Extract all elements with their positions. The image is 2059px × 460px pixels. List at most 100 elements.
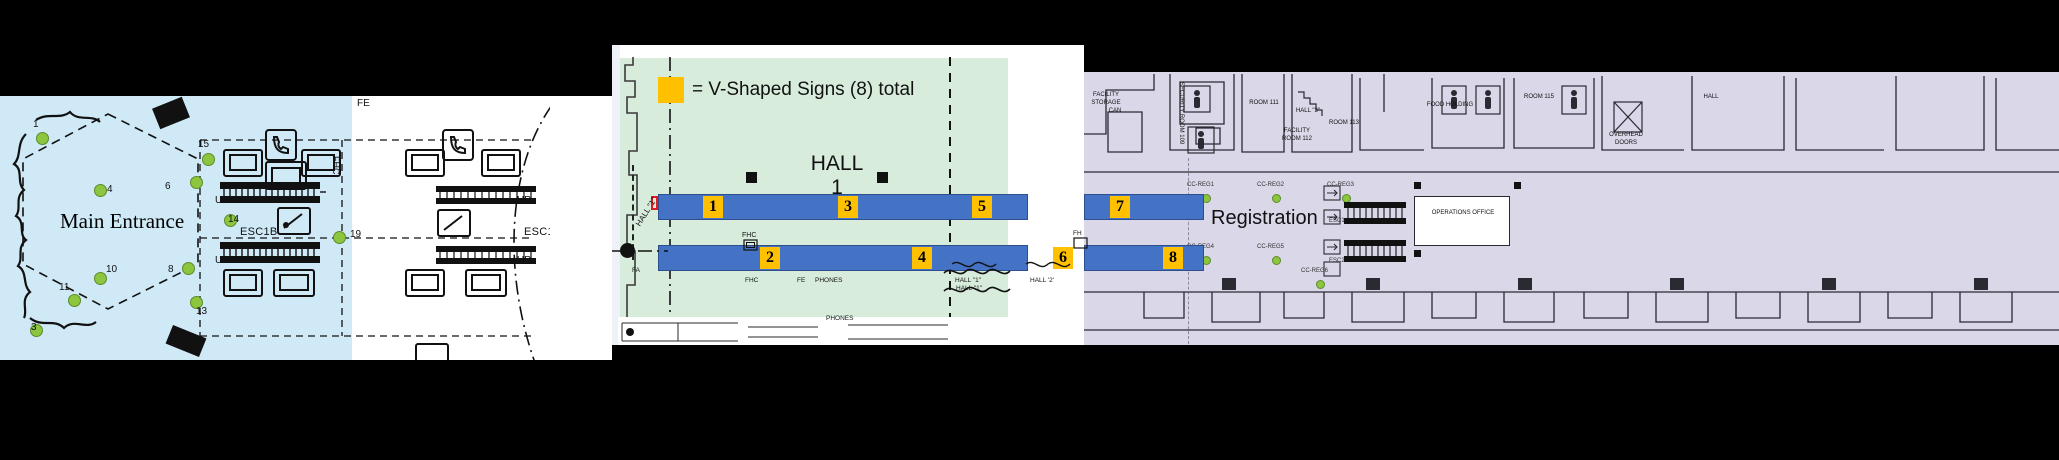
- hall1-bottom-annotation: HALL "1": [955, 277, 982, 284]
- phones-annotation-1: PHONES: [815, 277, 843, 284]
- fhc-label: FHC: [331, 156, 341, 175]
- fh-box-icon: [1073, 237, 1088, 249]
- camera-dot-cc-reg6[interactable]: [1316, 280, 1325, 289]
- marker-label-6: 6: [165, 181, 171, 192]
- camera-label-cc-reg1: CC-REG1: [1187, 182, 1215, 188]
- escalator-icon-right-2: [1344, 240, 1406, 262]
- furniture-icon-8: [405, 269, 445, 297]
- marker-label-4: 4: [107, 184, 113, 195]
- sign-marker-7[interactable]: 7: [1110, 196, 1130, 218]
- registration-title: Registration: [1211, 207, 1318, 229]
- marker-label-19: 19: [350, 229, 362, 240]
- fe-annotation: FE: [797, 277, 806, 284]
- right-registration-floorplan: SECURITY ROOM 109 ROOM 111 ROOM 113 FOOD…: [1084, 72, 2059, 345]
- furniture-icon-4: [223, 269, 263, 297]
- room-label-food-holding: FOOD HOLDING: [1426, 102, 1474, 108]
- left-entrance-floorplan: Main Entrance 1 15 4 6 19 14 10 8 11 13 …: [0, 96, 550, 360]
- sign-marker-1[interactable]: 1: [703, 196, 723, 218]
- room-label-operations-office: OPERATIONS OFFICE: [1431, 210, 1495, 216]
- marker-dot-14[interactable]: [224, 214, 237, 227]
- operations-office-box: [1414, 196, 1510, 246]
- phones-bottom-annotation: PHONES: [826, 315, 854, 322]
- marker-dot-1[interactable]: [36, 132, 49, 145]
- marker-label-1: 1: [33, 119, 39, 130]
- room-label-hall3: HALL "3": [1295, 108, 1321, 114]
- telephone-icon-2: [442, 129, 474, 161]
- marker-dot-13[interactable]: [190, 296, 203, 309]
- room-label-111: ROOM 111: [1249, 100, 1279, 106]
- camera-label-esc2: ESC2: [1329, 258, 1345, 264]
- camera-dot-cc-reg2[interactable]: [1272, 194, 1281, 203]
- marker-dot-4[interactable]: [94, 184, 107, 197]
- fh-annotation: FH: [1073, 230, 1082, 237]
- marker-label-10: 10: [106, 264, 118, 275]
- kiosk-icon-2: [437, 209, 471, 237]
- escalator-icon-right-1: [1344, 202, 1406, 224]
- escalator-icon-1: [220, 182, 326, 203]
- marker-dot-6[interactable]: [190, 176, 203, 189]
- escalator-icon-3: [436, 186, 536, 204]
- camera-dot-cc-reg5[interactable]: [1272, 256, 1281, 265]
- sign-marker-2[interactable]: 2: [760, 247, 780, 269]
- furniture-icon-5: [273, 269, 315, 297]
- left-arc-boundary: [513, 106, 550, 360]
- survey-point-dot: [620, 243, 635, 258]
- room-label-facility-room: FACILITY ROOM 112: [1282, 128, 1312, 142]
- marker-label-14: 14: [228, 214, 240, 225]
- fa-annotation: FA: [632, 267, 640, 274]
- room-label-hall: HALL: [1703, 94, 1719, 100]
- sign-marker-5[interactable]: 5: [972, 196, 992, 218]
- hall-bottom-wall: [943, 268, 1011, 293]
- sign-bar-bottom-right-ext[interactable]: [1084, 245, 1204, 271]
- right-black-square-2: [1514, 182, 1521, 189]
- escalator-icon-4: [436, 246, 536, 264]
- escalator-icon-2: [220, 242, 320, 263]
- survey-line-horizontal: [612, 250, 668, 252]
- marker-dot-10[interactable]: [94, 272, 107, 285]
- sign-marker-3[interactable]: 3: [838, 196, 858, 218]
- hall-bottom-plan-strip: [618, 317, 1030, 345]
- marker-dot-19[interactable]: [333, 231, 346, 244]
- sign-marker-8[interactable]: 8: [1163, 247, 1183, 269]
- camera-label-cc-reg6: CC-REG6: [1301, 268, 1329, 274]
- hall2-bottom-annotation: HALL '2': [1030, 277, 1054, 284]
- hall-divider-zigzag: [951, 261, 1071, 268]
- hall-title-line1: HALL: [810, 152, 864, 175]
- fhc-annotation-2: FHC: [745, 277, 759, 284]
- marker-dot-15[interactable]: [202, 153, 215, 166]
- marker-label-3: 3: [31, 322, 37, 333]
- room-label-115: ROOM 115: [1524, 94, 1554, 100]
- marker-label-15: 15: [198, 139, 210, 150]
- room-label-overhead-doors: OVERHEAD DOORS: [1609, 132, 1643, 146]
- fhc-box-icon-1: [743, 239, 758, 251]
- marker-dot-11[interactable]: [68, 294, 81, 307]
- camera-label-cc-reg3: CC-REG3: [1327, 182, 1355, 188]
- door-marker-red: [651, 196, 658, 210]
- sign-bar-top-right-ext[interactable]: [1084, 194, 1204, 220]
- hall-title: HALL 1: [792, 152, 882, 200]
- hall-west-wall: [624, 57, 638, 330]
- room-label-security: SECURITY ROOM 109: [1178, 82, 1184, 145]
- room-label-113: ROOM 113: [1329, 120, 1359, 126]
- marker-label-11: 11: [59, 282, 70, 293]
- kiosk-icon-1: [277, 207, 311, 235]
- left-gap-white: [550, 96, 612, 360]
- legend-swatch-icon: [658, 77, 684, 103]
- legend: = V-Shaped Signs (8) total: [658, 77, 914, 103]
- right-door-symbols: [1323, 185, 1341, 277]
- furniture-icon-6: [405, 149, 445, 177]
- right-top-wall-band: [1084, 72, 2059, 192]
- sign-marker-4[interactable]: 4: [912, 247, 932, 269]
- camera-label-esc1: ESC1: [1329, 218, 1345, 224]
- right-bottom-wall-band: [1084, 278, 2059, 331]
- marker-dot-8[interactable]: [182, 262, 195, 275]
- furniture-icon-3: [301, 149, 341, 177]
- fhc-annotation-1: FHC: [742, 232, 757, 239]
- marker-dot-3[interactable]: [30, 324, 43, 337]
- page-title: Main Entrance: [60, 209, 185, 233]
- entrance-hexagon-outline: [12, 110, 199, 330]
- telephone-icon-1: [265, 129, 297, 161]
- hall-left-gutter: [612, 45, 620, 345]
- center-hall-signage-plan: = V-Shaped Signs (8) total HALL 1 1 3 5 …: [612, 45, 1084, 345]
- room-label-facility-storage: FACILITY STORAGE: [1091, 92, 1121, 106]
